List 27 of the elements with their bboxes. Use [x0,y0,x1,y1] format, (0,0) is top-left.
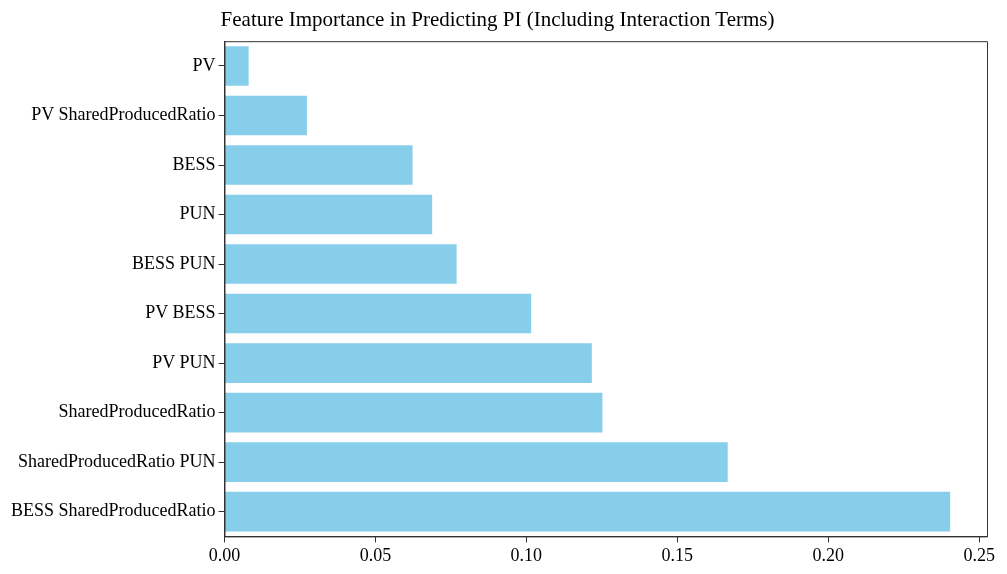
bar [224,194,433,235]
chart-title: Feature Importance in Predicting PI (Including Interaction Terms) [220,7,775,32]
y-tick-label: PV [192,54,216,75]
y-tick-label: BESS PUN [131,252,216,273]
y-tick-label: PV PUN [152,351,216,372]
x-tick-label: 0.10 [510,544,543,565]
y-tick-label: SharedProducedRatio PUN [18,450,216,471]
y-tick-label: PV BESS [145,302,216,323]
bar [224,293,532,334]
y-tick-label: PV SharedProducedRatio [31,104,216,125]
y-tick-label: PUN [179,203,216,224]
bar [224,95,307,136]
bar [224,442,728,482]
bar [224,46,249,86]
x-tick-label: 0.00 [208,544,241,565]
bar [224,343,592,383]
x-tick-label: 0.15 [661,544,694,565]
bar [224,392,603,433]
y-tick-label: BESS [172,153,216,174]
bar [224,244,457,284]
x-tick-label: 0.05 [359,544,392,565]
y-tick-label: SharedProducedRatio [58,401,216,422]
y-tick-label: BESS SharedProducedRatio [10,500,216,521]
x-tick-label: 0.20 [812,544,844,565]
bar [224,491,951,532]
x-tick-label: 0.25 [963,544,995,565]
bar [224,145,413,185]
